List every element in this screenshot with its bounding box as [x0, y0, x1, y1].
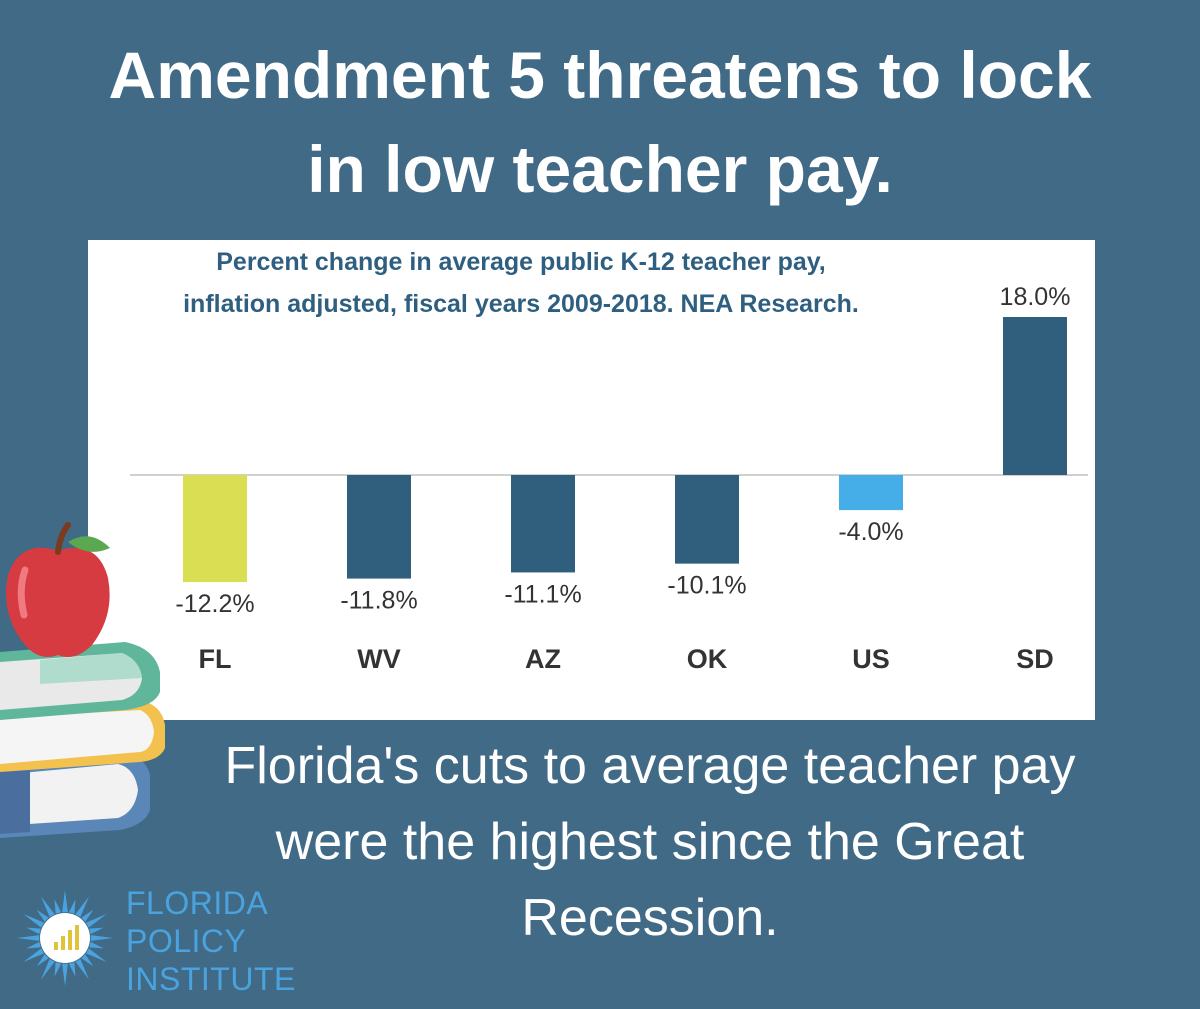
data-label-us: -4.0% — [838, 518, 903, 546]
logo-line-3: INSTITUTE — [126, 961, 296, 997]
apple-on-books-icon — [0, 522, 165, 838]
chart-title-line-2: inflation adjusted, fiscal years 2009-20… — [183, 290, 859, 318]
chart-title-line-1: Percent change in average public K-12 te… — [216, 248, 826, 276]
category-label-sd: SD — [1016, 644, 1054, 674]
category-label-fl: FL — [199, 644, 232, 674]
category-label-ok: OK — [687, 644, 728, 674]
data-label-ok: -10.1% — [667, 572, 746, 600]
bar-az — [511, 475, 575, 573]
category-label-wv: WV — [357, 644, 401, 674]
data-label-fl: -12.2% — [175, 590, 254, 618]
data-label-wv: -11.8% — [340, 587, 417, 615]
bars-group: -12.2% FL -11.8% WV -11.1% AZ -10.1% OK -4.0% US 1… — [175, 283, 1070, 674]
logo-text: FLORIDA POLICY INSTITUTE — [126, 884, 296, 998]
logo-line-2: POLICY — [126, 923, 247, 959]
logo-line-1: FLORIDA — [126, 885, 269, 921]
sunburst-bar-chart-icon — [17, 890, 113, 986]
bar-chart: Percent change in average public K-12 te… — [130, 248, 1088, 674]
bar-fl — [183, 475, 247, 583]
caption-line-2: were the highest since the Great — [275, 813, 1025, 871]
caption-line-3: Recession. — [521, 889, 779, 947]
bar-us — [839, 475, 903, 511]
headline-line-1: Amendment 5 threatens to lock — [108, 38, 1092, 112]
data-label-sd: 18.0% — [1000, 283, 1071, 311]
caption: Florida's cuts to average teacher pay we… — [150, 728, 1150, 956]
bar-sd — [1003, 317, 1067, 475]
category-label-us: US — [852, 644, 890, 674]
chart-panel: Percent change in average public K-12 te… — [88, 240, 1095, 720]
bar-wv — [347, 475, 411, 579]
category-label-az: AZ — [525, 644, 561, 674]
caption-line-1: Florida's cuts to average teacher pay — [224, 737, 1076, 795]
headline: Amendment 5 threatens to lock in low tea… — [0, 28, 1200, 216]
headline-line-2: in low teacher pay. — [307, 132, 893, 206]
bar-ok — [675, 475, 739, 564]
data-label-az: -11.1% — [504, 580, 581, 608]
